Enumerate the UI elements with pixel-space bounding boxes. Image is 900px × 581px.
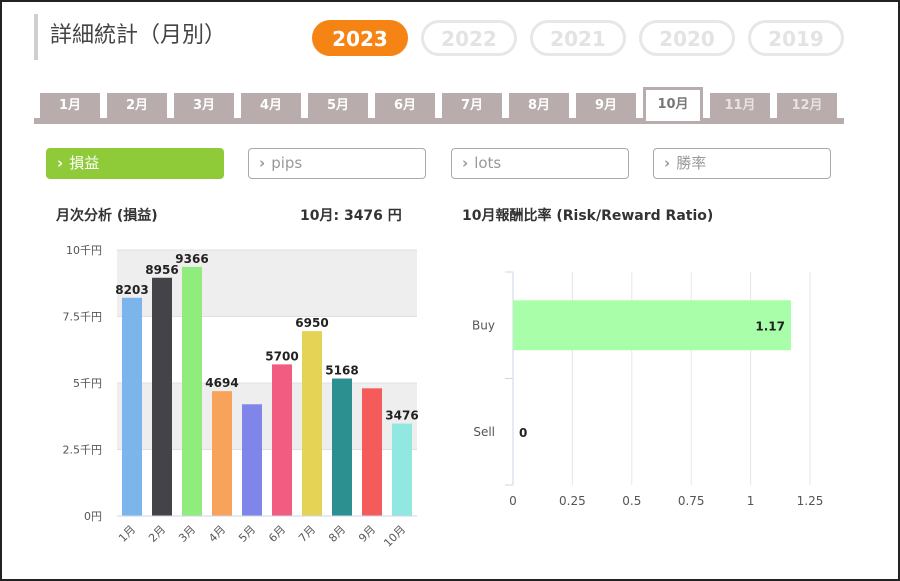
x-tick-label: 10月 <box>381 523 408 550</box>
bar <box>332 378 352 516</box>
bar <box>362 388 382 516</box>
month-tab-4[interactable]: 4月 <box>241 93 301 118</box>
chevron-right-icon: › <box>664 154 671 172</box>
y-tick-label: 10千円 <box>66 244 102 257</box>
x-tick-label: 3月 <box>176 523 198 545</box>
monthly-summary: 10月: 3476 円 <box>300 208 402 224</box>
month-tab-3[interactable]: 3月 <box>174 93 234 118</box>
bar <box>182 266 202 516</box>
month-tab-8[interactable]: 8月 <box>509 93 569 118</box>
month-tab-12[interactable]: 12月 <box>777 93 837 118</box>
data-label: 1.17 <box>755 319 785 333</box>
monthly-chart-title: 月次分析 (損益) <box>56 208 158 224</box>
month-tab-2[interactable]: 2月 <box>107 93 167 118</box>
bar <box>212 391 232 516</box>
month-tab-11[interactable]: 11月 <box>710 93 770 118</box>
risk-reward-chart: 0 0.25 0.5 0.75 1 1.25 1.17 Buy 0 Sell <box>472 271 824 508</box>
metric-button-3[interactable]: › lots <box>451 148 629 179</box>
x-tick-label: 8月 <box>326 523 348 545</box>
data-label: 0 <box>519 426 527 440</box>
data-label: 5168 <box>325 364 358 378</box>
year-button-2021[interactable]: 2021 <box>530 20 626 56</box>
metric-button-1[interactable]: › 損益 <box>46 148 224 179</box>
y-tick-label: 7.5千円 <box>63 311 103 324</box>
x-tick-label: 9月 <box>356 523 378 545</box>
year-button-2022[interactable]: 2022 <box>421 20 517 56</box>
page-title-block: 詳細統計（月別） <box>34 14 226 60</box>
month-tab-7[interactable]: 7月 <box>442 93 502 118</box>
bar <box>513 300 791 351</box>
x-tick-label: 7月 <box>296 523 318 545</box>
month-tab-6[interactable]: 6月 <box>375 93 435 118</box>
year-button-2023[interactable]: 2023 <box>312 20 408 56</box>
ratio-chart-title: 10月報酬比率 (Risk/Reward Ratio) <box>462 208 714 224</box>
data-label: 9366 <box>175 252 208 266</box>
x-tick-label: 4月 <box>206 523 228 545</box>
metric-label: pips <box>271 154 303 172</box>
data-label: 3476 <box>385 409 418 423</box>
month-tab-10[interactable]: 10月 <box>643 87 703 121</box>
month-tab-5[interactable]: 5月 <box>308 93 368 118</box>
bar <box>272 364 292 516</box>
bar <box>392 423 412 516</box>
month-tab-9[interactable]: 9月 <box>576 93 636 118</box>
month-tabs-baseline <box>34 118 844 124</box>
metric-button-2[interactable]: › pips <box>248 148 426 179</box>
y-tick-label: 5千円 <box>73 377 102 390</box>
month-tab-1[interactable]: 1月 <box>40 93 100 118</box>
x-tick-label: 1月 <box>116 523 138 545</box>
year-button-2019[interactable]: 2019 <box>748 20 844 56</box>
data-label: 8956 <box>145 263 178 277</box>
chevron-right-icon: › <box>462 154 469 172</box>
x-tick-label: 0.75 <box>678 494 705 508</box>
y-tick-label: 2.5千円 <box>63 444 103 457</box>
x-tick-label: 0.5 <box>622 494 641 508</box>
x-tick-label: 1.25 <box>797 494 824 508</box>
chevron-right-icon: › <box>57 154 64 172</box>
chevron-right-icon: › <box>259 154 266 172</box>
metric-label: 勝率 <box>676 154 707 172</box>
monthly-pnl-chart: 0円 2.5千円 5千円 7.5千円 10千円 8203 1月 8956 2月 9366 3月 469… <box>63 244 419 550</box>
y-tick-label: 0円 <box>84 510 102 523</box>
metric-label: 損益 <box>69 154 100 172</box>
x-tick-label: 2月 <box>146 523 168 545</box>
page-title: 詳細統計（月別） <box>50 23 227 48</box>
x-tick-label: 0.25 <box>559 494 586 508</box>
metric-button-4[interactable]: › 勝率 <box>653 148 831 179</box>
y-category-label: Sell <box>473 425 495 439</box>
x-tick-label: 6月 <box>266 523 288 545</box>
x-tick-label: 0 <box>509 494 517 508</box>
data-label: 5700 <box>265 349 298 363</box>
bar <box>152 277 172 516</box>
metric-label: lots <box>474 154 502 172</box>
x-tick-label: 5月 <box>236 523 258 545</box>
data-label: 4694 <box>205 376 238 390</box>
year-button-2020[interactable]: 2020 <box>639 20 735 56</box>
bar <box>302 331 322 516</box>
y-category-label: Buy <box>472 318 495 332</box>
bar <box>242 404 262 516</box>
x-tick-label: 1 <box>747 494 755 508</box>
data-label: 8203 <box>115 283 148 297</box>
bar <box>122 297 142 516</box>
data-label: 6950 <box>295 316 328 330</box>
